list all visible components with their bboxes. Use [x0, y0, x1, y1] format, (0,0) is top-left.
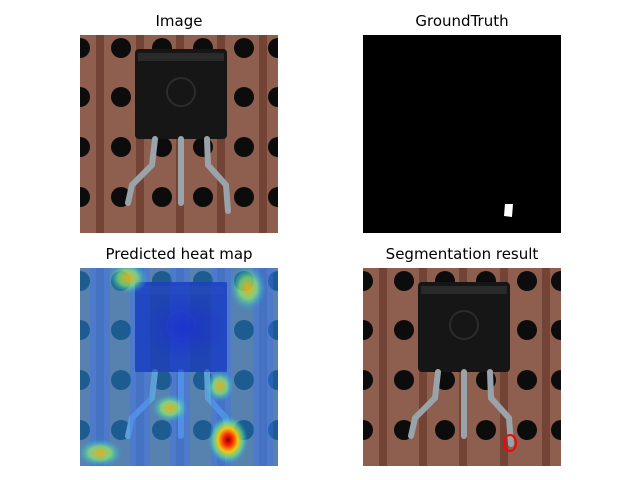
img-lead-left — [125, 136, 158, 206]
seg-hole — [551, 370, 561, 390]
seg-hole — [517, 271, 537, 291]
img-lead-right — [204, 136, 231, 214]
panel-image — [80, 35, 278, 233]
title-heat-map: Predicted heat map — [105, 245, 253, 263]
seg-hole — [435, 420, 455, 440]
panel-heat-map — [80, 268, 278, 466]
img-hole — [111, 87, 131, 107]
seg-hole — [551, 420, 561, 440]
img-hole — [234, 137, 254, 157]
heat-warm-bottom-left — [80, 439, 122, 466]
seg-hole — [363, 271, 373, 291]
seg-copper-strip — [379, 268, 387, 466]
title-ground-truth: GroundTruth — [415, 12, 509, 30]
heat-map-overlay — [80, 268, 278, 466]
img-hole — [234, 187, 254, 207]
heat-warm-top-right — [230, 268, 266, 310]
title-segmentation: Segmentation result — [385, 245, 539, 263]
seg-hole — [517, 370, 537, 390]
segmentation-image — [363, 268, 561, 466]
heat-warm-mid — [152, 394, 188, 422]
heat-cool-region — [145, 296, 225, 360]
seg-copper-strip — [542, 268, 550, 466]
img-hole — [268, 137, 278, 157]
img-hole — [234, 38, 254, 58]
seg-transistor-top-edge — [421, 286, 507, 294]
img-transistor-top-edge — [138, 53, 224, 61]
img-copper-strip — [259, 35, 267, 233]
title-image: Image — [155, 12, 203, 30]
seg-hole — [363, 320, 373, 340]
img-hole — [268, 187, 278, 207]
img-hole — [152, 187, 172, 207]
img-hole — [111, 137, 131, 157]
seg-hole — [551, 320, 561, 340]
seg-hole — [394, 370, 414, 390]
seg-transistor-body — [418, 282, 510, 372]
seg-hole — [363, 420, 373, 440]
defect-mask-region — [504, 204, 513, 217]
ground-truth-mask — [363, 35, 561, 233]
pcb-image — [80, 35, 278, 233]
img-hole — [80, 137, 90, 157]
mask-background — [363, 35, 561, 233]
img-hole — [80, 187, 90, 207]
img-transistor-body — [135, 49, 227, 139]
seg-hole — [517, 420, 537, 440]
heat-warm-right — [206, 370, 234, 402]
panel-ground-truth — [363, 35, 561, 233]
img-hole — [80, 38, 90, 58]
heat-band — [90, 268, 110, 466]
seg-hole — [394, 320, 414, 340]
seg-hole — [476, 420, 496, 440]
heat-hotspot — [208, 416, 248, 464]
img-copper-strip — [96, 35, 104, 233]
img-hole — [193, 187, 213, 207]
segmentation-contour — [503, 434, 517, 452]
seg-lead-right — [487, 369, 514, 447]
heat-warm-top — [108, 268, 148, 294]
seg-hole — [394, 271, 414, 291]
seg-hole — [551, 271, 561, 291]
img-hole — [268, 87, 278, 107]
panel-segmentation — [363, 268, 561, 466]
img-hole — [268, 38, 278, 58]
img-hole — [111, 38, 131, 58]
img-transistor-mark — [166, 77, 196, 107]
img-hole — [80, 87, 90, 107]
seg-lead-left — [408, 369, 441, 439]
img-hole — [234, 87, 254, 107]
heat-band — [253, 268, 273, 466]
seg-hole — [363, 370, 373, 390]
seg-transistor-mark — [449, 310, 479, 340]
seg-hole — [517, 320, 537, 340]
